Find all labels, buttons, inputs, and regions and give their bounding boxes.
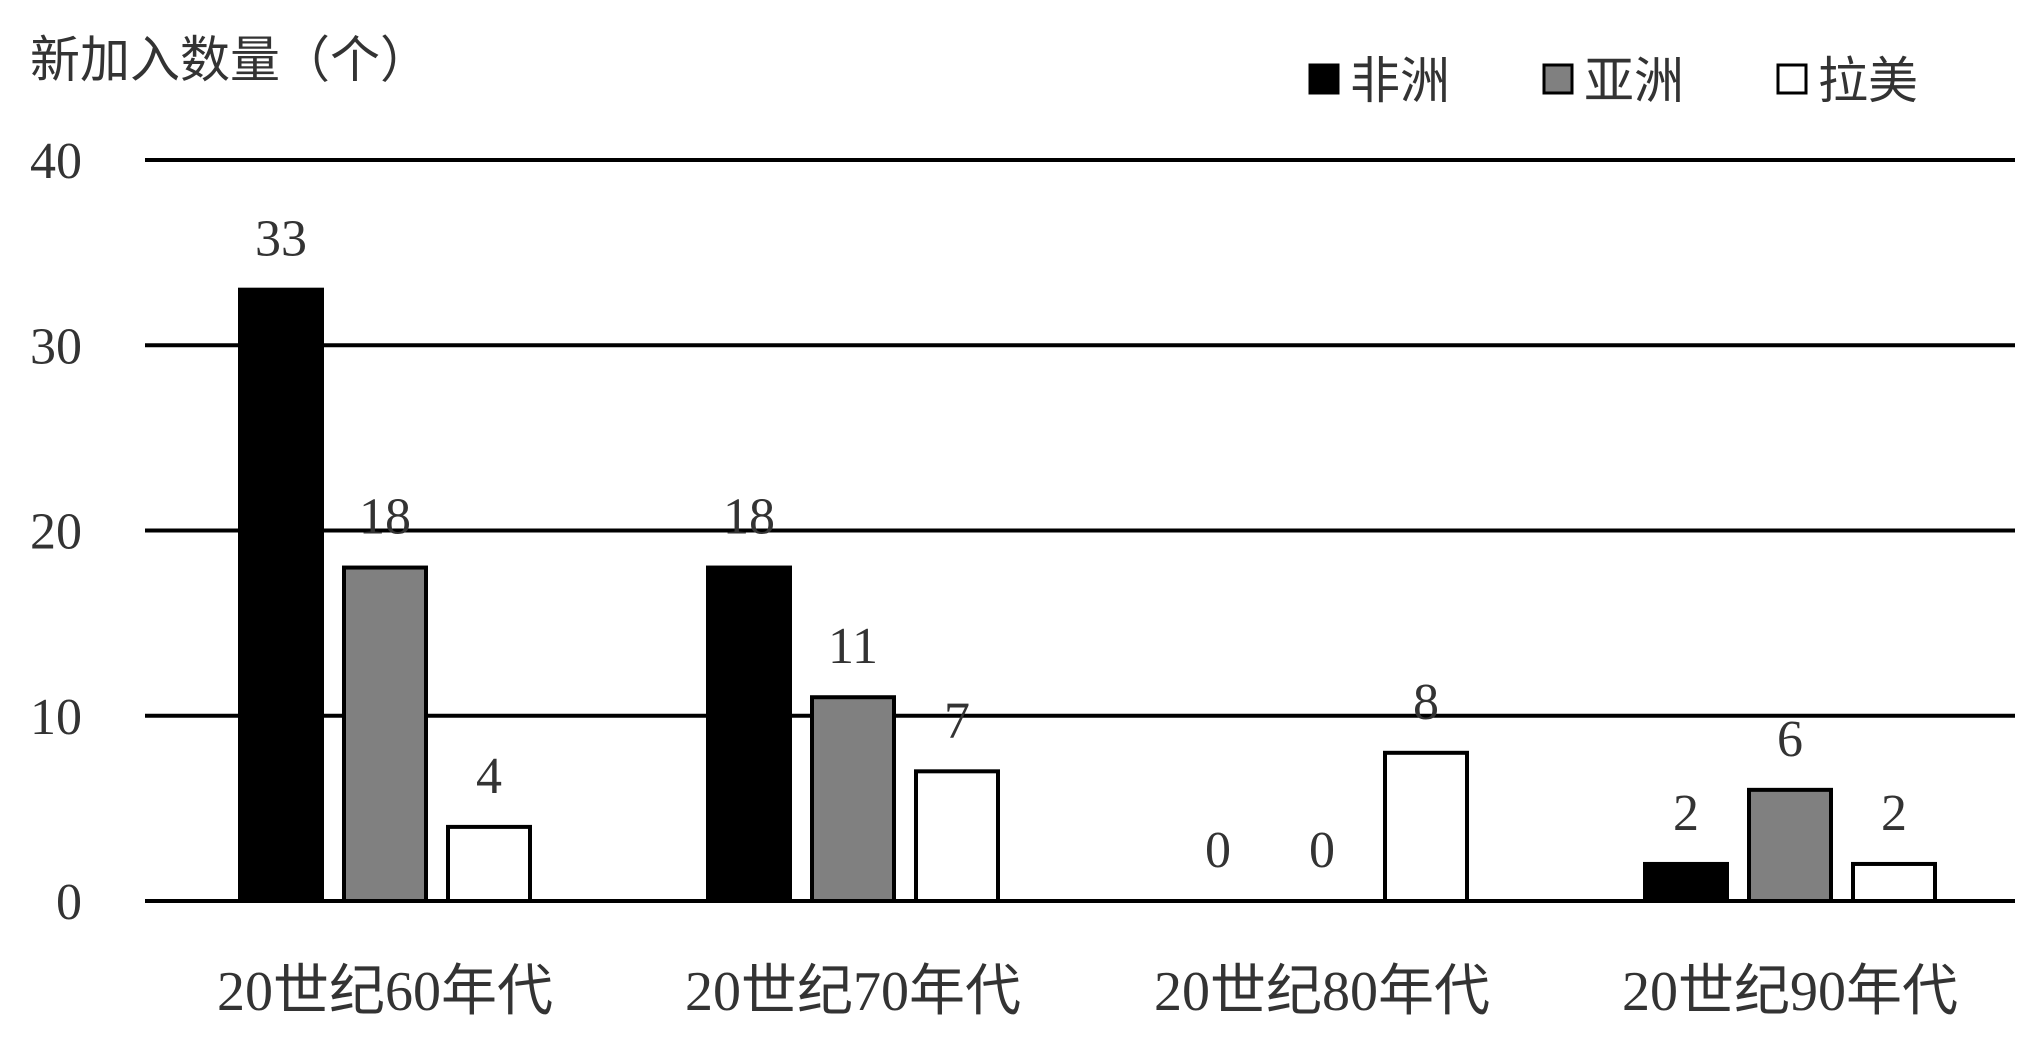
- data-label: 7: [944, 692, 970, 749]
- data-label: 0: [1205, 822, 1231, 879]
- x-tick-label: 20世纪80年代: [1154, 961, 1490, 1023]
- legend-label: 拉美: [1818, 52, 1918, 110]
- bars: [238, 287, 1937, 904]
- y-axis-label: 新加入数量（个）: [30, 31, 430, 89]
- bar: [1851, 861, 1937, 904]
- bar: [1747, 787, 1833, 903]
- data-label: 18: [723, 489, 775, 546]
- data-label: 6: [1777, 711, 1803, 768]
- data-label: 4: [476, 748, 502, 805]
- bar: [446, 824, 532, 904]
- data-label: 0: [1309, 822, 1335, 879]
- data-label: 2: [1673, 785, 1699, 842]
- bar: [706, 565, 792, 903]
- data-label: 18: [359, 489, 411, 546]
- data-label: 2: [1881, 785, 1907, 842]
- legend-label: 非洲: [1350, 52, 1450, 110]
- x-tick-label: 20世纪60年代: [217, 961, 553, 1023]
- data-label: 33: [255, 211, 307, 268]
- data-labels: 33 18 4 18 11 7 0 0 8 2 6 2: [255, 211, 1907, 879]
- bar: [810, 695, 896, 903]
- data-label: 8: [1413, 674, 1439, 731]
- y-tick-label: 40: [30, 133, 82, 190]
- legend: 非洲 亚洲 拉美: [1308, 52, 1918, 110]
- y-tick-label: 30: [30, 318, 82, 375]
- bar: [238, 287, 324, 903]
- bar: [1643, 861, 1729, 904]
- y-tick-label: 20: [30, 504, 82, 561]
- data-label: 11: [828, 618, 878, 675]
- y-tick-label: 10: [30, 689, 82, 746]
- x-tick-label: 20世纪70年代: [685, 961, 1021, 1023]
- y-axis-ticks: 0 10 20 30 40: [30, 133, 82, 931]
- legend-label: 亚洲: [1584, 52, 1684, 110]
- bar: [342, 565, 428, 903]
- legend-swatch: [1776, 63, 1808, 95]
- legend-swatch: [1308, 63, 1340, 95]
- bar: [914, 769, 1000, 904]
- bar: [1383, 750, 1469, 903]
- x-tick-label: 20世纪90年代: [1622, 961, 1958, 1023]
- legend-swatch: [1542, 63, 1574, 95]
- y-tick-label: 0: [56, 874, 82, 931]
- x-axis-ticks: 20世纪60年代 20世纪70年代 20世纪80年代 20世纪90年代: [217, 961, 1958, 1023]
